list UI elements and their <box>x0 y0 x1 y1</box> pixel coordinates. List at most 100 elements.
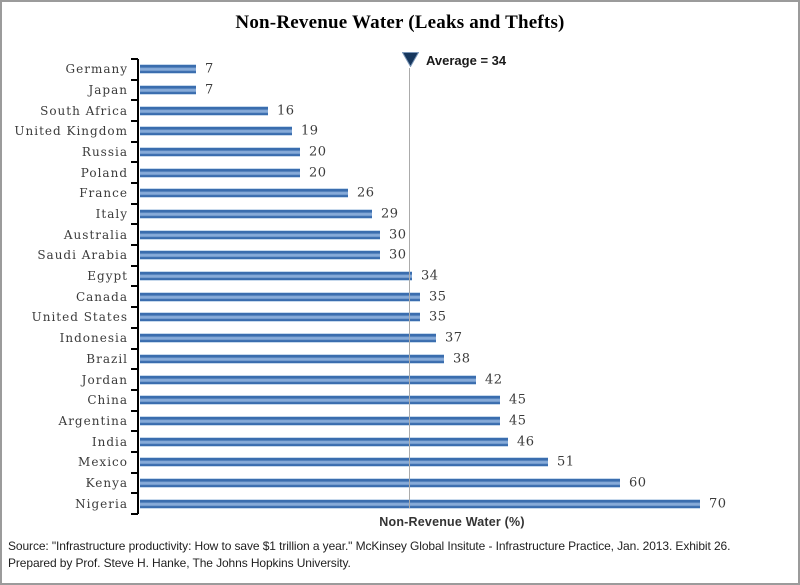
y-axis-tick <box>131 471 138 474</box>
value-label: 20 <box>309 165 327 181</box>
bar-row: United Kingdom 19 <box>2 121 798 142</box>
category-label: Jordan <box>81 372 128 387</box>
y-axis-tick <box>131 492 138 495</box>
value-label: 45 <box>509 392 527 408</box>
category-label: China <box>87 393 128 408</box>
y-axis-tick <box>131 182 138 185</box>
category-label: Japan <box>88 83 128 97</box>
bar <box>140 209 372 220</box>
y-axis-line <box>137 59 139 514</box>
bar <box>140 498 700 509</box>
category-label: South Africa <box>40 103 128 118</box>
bar-row: Italy 29 <box>2 204 798 225</box>
source-line-1: Source: "Infrastructure productivity: Ho… <box>8 539 731 553</box>
y-axis-tick <box>131 161 138 164</box>
bar-row: Poland 20 <box>2 162 798 183</box>
y-axis-tick <box>131 140 138 143</box>
category-label: Australia <box>63 227 128 242</box>
y-axis-tick <box>131 450 138 453</box>
y-axis-tick <box>131 202 138 205</box>
category-label: Poland <box>80 165 128 180</box>
bar-row: Nigeria 70 <box>2 493 798 514</box>
y-axis-tick <box>131 388 138 391</box>
bar <box>140 374 476 385</box>
value-label: 34 <box>421 268 439 284</box>
value-label: 30 <box>389 227 407 243</box>
bar-row: Saudi Arabia 30 <box>2 245 798 266</box>
value-label: 70 <box>709 496 727 512</box>
value-label: 60 <box>629 475 647 491</box>
category-label: Mexico <box>78 455 128 470</box>
value-label: 20 <box>309 144 327 160</box>
bar-row: Australia 30 <box>2 224 798 245</box>
y-axis-tick <box>131 409 138 412</box>
category-label: Egypt <box>87 269 128 284</box>
value-label: 35 <box>429 289 447 305</box>
bar <box>140 64 196 75</box>
bar <box>140 312 420 323</box>
bar <box>140 271 412 282</box>
bar <box>140 167 300 178</box>
bar <box>140 457 548 468</box>
bar <box>140 333 436 344</box>
category-label: Kenya <box>85 475 128 490</box>
category-label: India <box>91 434 128 449</box>
bar-row: France 26 <box>2 183 798 204</box>
bar-row: Indonesia 37 <box>2 328 798 349</box>
category-label: Indonesia <box>59 331 128 346</box>
bar-row: Brazil 38 <box>2 349 798 370</box>
category-label: Russia <box>81 145 128 160</box>
source-line-2: Prepared by Prof. Steve H. Hanke, The Jo… <box>8 556 351 570</box>
y-axis-tick <box>131 306 138 309</box>
value-label: 38 <box>453 351 471 367</box>
bar-row: Argentina 45 <box>2 411 798 432</box>
bar <box>140 147 300 158</box>
value-label: 16 <box>277 103 295 119</box>
value-label: 19 <box>301 123 319 139</box>
category-label: Brazil <box>86 351 128 366</box>
bar <box>140 126 292 137</box>
category-label: Argentina <box>58 413 128 428</box>
value-label: 7 <box>205 61 214 77</box>
average-label: Average = 34 <box>426 53 507 68</box>
y-axis-tick <box>131 99 138 102</box>
bar-row: Germany 7 <box>2 59 798 80</box>
category-label: Germany <box>65 62 128 77</box>
bar <box>140 353 444 364</box>
bar <box>140 477 620 488</box>
bar <box>140 250 380 261</box>
bar-row: United States 35 <box>2 307 798 328</box>
chart-title: Non-Revenue Water (Leaks and Thefts) <box>235 12 565 33</box>
bar-row: Russia 20 <box>2 142 798 163</box>
y-axis-tick <box>131 223 138 226</box>
bar-row: Jordan 42 <box>2 369 798 390</box>
y-axis-tick <box>131 285 138 288</box>
x-axis-title: Non-Revenue Water (%) <box>379 515 525 529</box>
y-axis-tick <box>131 244 138 247</box>
category-label: United Kingdom <box>14 124 128 139</box>
bar <box>140 229 380 240</box>
y-axis-tick <box>131 58 138 60</box>
bar-row: Mexico 51 <box>2 452 798 473</box>
average-marker-icon <box>402 52 419 67</box>
y-axis-tick <box>131 368 138 371</box>
average-line <box>409 68 410 508</box>
category-label: France <box>79 186 128 201</box>
category-label: Nigeria <box>75 496 128 511</box>
bar <box>140 105 268 116</box>
bar <box>140 415 500 426</box>
y-axis-tick <box>131 264 138 267</box>
bar-row: South Africa 16 <box>2 100 798 121</box>
source-note: Source: "Infrastructure productivity: Ho… <box>8 538 798 572</box>
value-label: 30 <box>389 247 407 263</box>
bar <box>140 395 500 406</box>
y-axis-tick <box>131 78 138 81</box>
y-axis-tick <box>131 430 138 433</box>
bar <box>140 85 196 95</box>
bar <box>140 291 420 302</box>
category-label: Saudi Arabia <box>37 248 128 263</box>
category-label: United States <box>31 310 128 325</box>
y-axis-tick <box>131 326 138 329</box>
